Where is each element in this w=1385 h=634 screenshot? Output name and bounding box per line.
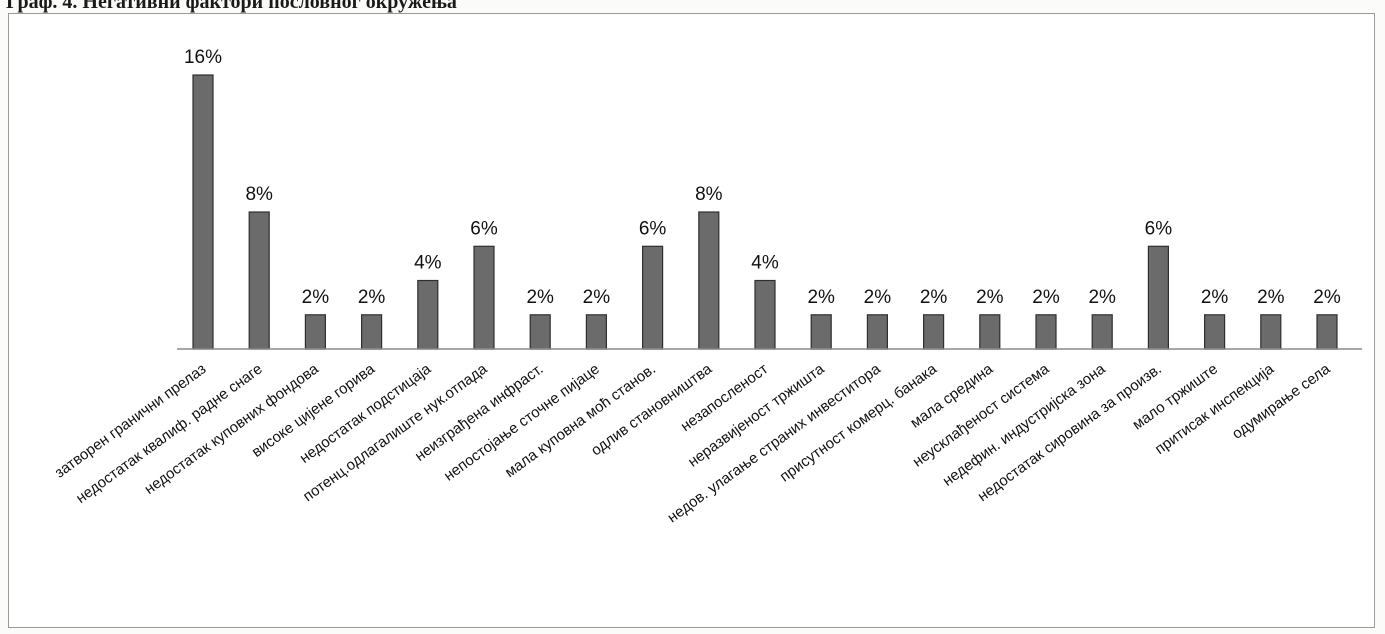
data-label: 2% xyxy=(358,287,386,308)
bar xyxy=(1203,314,1226,350)
data-label: 16% xyxy=(184,47,222,68)
chart-frame xyxy=(8,13,1375,628)
data-label: 2% xyxy=(583,287,611,308)
bar xyxy=(1260,314,1282,350)
data-label: 6% xyxy=(639,218,667,239)
bar xyxy=(1147,245,1170,350)
data-label: 2% xyxy=(1257,287,1285,308)
bar xyxy=(866,314,889,350)
data-label: 4% xyxy=(414,253,442,274)
data-labels-group: 16% 8% 2% 2% 4% 6% 2% 2% 6% 8% 4% 2% 2% 2% 2% 2% 2% 6% 2% 2… xyxy=(184,47,1341,308)
bar xyxy=(810,314,832,350)
data-label: 2% xyxy=(1088,287,1116,308)
data-label: 8% xyxy=(245,184,273,205)
data-label: 6% xyxy=(1145,218,1173,239)
bar xyxy=(248,211,270,350)
data-label: 2% xyxy=(976,287,1004,308)
bar xyxy=(754,279,776,350)
data-label: 2% xyxy=(1032,287,1060,308)
bar xyxy=(585,314,608,350)
bar xyxy=(1091,314,1113,350)
figure-caption: Граф. 4. Негативни фактори пословног окр… xyxy=(6,0,457,13)
bar xyxy=(641,245,664,350)
bar xyxy=(698,211,720,350)
bar xyxy=(192,74,214,350)
bar xyxy=(1316,314,1338,350)
data-label: 2% xyxy=(807,287,835,308)
bar xyxy=(361,314,383,350)
bar xyxy=(417,279,439,350)
data-label: 2% xyxy=(920,287,948,308)
x-tick-label: одумирање села xyxy=(1229,360,1334,443)
data-label: 2% xyxy=(302,287,330,308)
bars-group xyxy=(192,74,1338,350)
data-label: 2% xyxy=(526,287,554,308)
bar xyxy=(922,314,945,350)
data-label: 2% xyxy=(1201,287,1229,308)
bar xyxy=(1035,314,1057,350)
data-label: 2% xyxy=(864,287,892,308)
data-label: 2% xyxy=(1313,287,1341,308)
bar xyxy=(304,314,326,350)
data-label: 6% xyxy=(470,218,498,239)
data-label: 4% xyxy=(751,253,779,274)
data-label: 8% xyxy=(695,184,723,205)
bar xyxy=(979,314,1001,350)
bar xyxy=(529,314,551,350)
bar xyxy=(473,245,495,350)
